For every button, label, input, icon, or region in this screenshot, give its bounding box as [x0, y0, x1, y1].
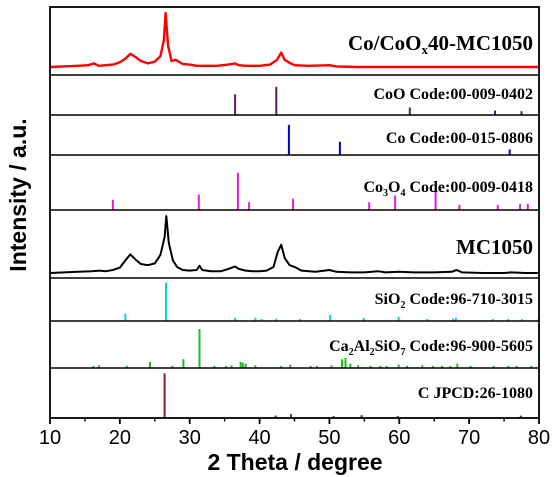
x-tick-label: 30	[179, 427, 201, 449]
x-axis-title: 2 Theta / degree	[207, 449, 382, 475]
panel-5: MC1050	[49, 215, 539, 274]
panel-label-7: Ca2Al2SiO7 Code:96-900-5605	[329, 338, 533, 358]
panel-3: Co Code:00-015-0806	[287, 124, 533, 155]
panel-label-8: C JPCD:26-1080	[418, 385, 533, 402]
panel-label-3: Co Code:00-015-0806	[386, 130, 533, 147]
panel-6: SiO2 Code:96-710-3015	[124, 282, 540, 321]
panel-label-1: Co/CoOx40-MC1050	[348, 31, 533, 57]
panel-2: CoO Code:00-009-0402	[234, 86, 533, 115]
label-subscript: x	[422, 42, 429, 57]
label-subscript: 3	[383, 188, 388, 199]
panel-label-5: MC1050	[456, 235, 533, 259]
x-tick-label: 60	[388, 427, 410, 449]
label-text: Al	[354, 338, 371, 355]
label-subscript: 4	[400, 188, 405, 199]
x-tick-label: 40	[248, 427, 270, 449]
label-subscript: 2	[370, 347, 375, 358]
label-text: Code:96-900-5605	[405, 338, 533, 355]
label-subscript: 7	[400, 347, 405, 358]
x-axis: 10 20 30 40 50 60 70 80	[39, 418, 550, 449]
panels-layer: Co/CoOx40-MC1050 CoO Code:00-009-0402 Co C…	[49, 11, 540, 418]
panel-label-6: SiO2 Code:96-710-3015	[375, 291, 533, 311]
label-text: SiO	[375, 291, 401, 308]
panel-label-2: CoO Code:00-009-0402	[373, 86, 533, 103]
label-subscript: 2	[349, 347, 354, 358]
label-text: Co	[363, 179, 383, 196]
panel-4: Co3O4 Code:00-009-0418	[111, 172, 533, 210]
pattern-line-5	[49, 215, 539, 274]
label-text: Co/CoO	[348, 31, 422, 55]
y-axis-title: Intensity / a.u.	[5, 118, 31, 271]
panel-label-4: Co3O4 Code:00-009-0418	[363, 179, 533, 199]
panel-7: Ca2Al2SiO7 Code:96-900-5605	[92, 329, 533, 368]
label-text: SiO	[375, 338, 401, 355]
label-text: Code:96-710-3015	[405, 291, 533, 308]
label-text: O	[388, 179, 400, 196]
panel-1: Co/CoOx40-MC1050	[49, 11, 539, 69]
plot-border	[49, 6, 540, 419]
label-text: 40-MC1050	[428, 31, 533, 55]
label-text: Ca	[329, 338, 349, 355]
pattern-line-1	[49, 11, 539, 69]
x-tick-label: 10	[39, 427, 61, 449]
x-tick-label: 70	[458, 427, 480, 449]
plot-frame	[49, 6, 540, 419]
x-tick-label: 80	[528, 427, 550, 449]
label-text: Code:00-009-0418	[405, 179, 533, 196]
panel-8: C JPCD:26-1080	[163, 373, 533, 418]
x-tick-label: 20	[109, 427, 131, 449]
x-tick-label: 50	[318, 427, 340, 449]
label-subscript: 2	[400, 300, 405, 311]
